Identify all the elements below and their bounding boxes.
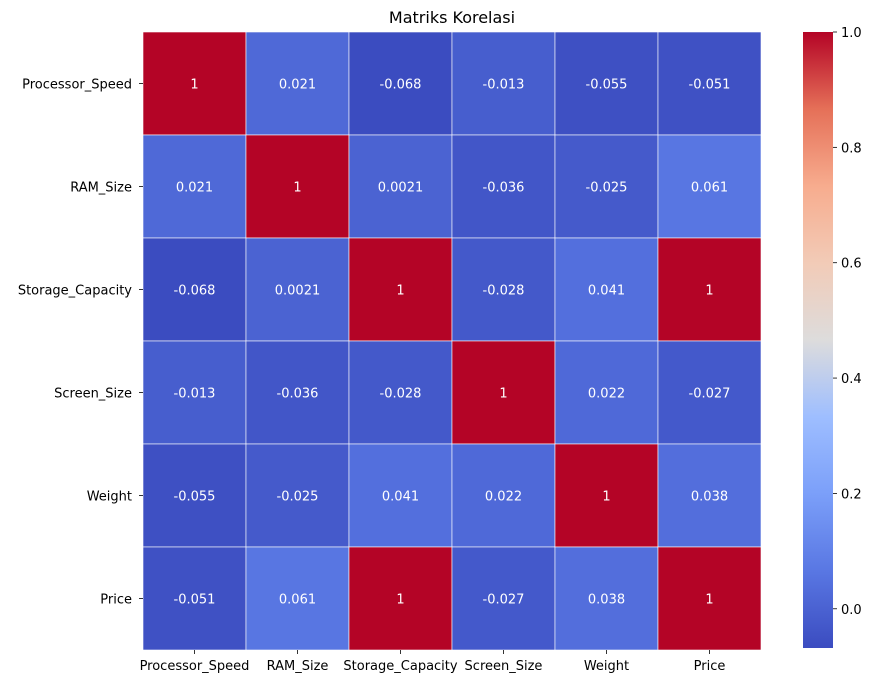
heatmap-annotations: 1 0.021 -0.068 -0.013 -0.055 -0.051 0.021 1 0.00… <box>174 78 731 608</box>
cell-annotation-2-2: 1 <box>396 284 404 299</box>
heatmap-cell-5-5 <box>657 546 762 651</box>
heatmap-cell-3-5 <box>657 340 762 445</box>
y-tick-label: Weight <box>87 490 132 505</box>
cell-annotation-1-4: -0.025 <box>586 181 628 196</box>
y-tick-label: Price <box>100 593 132 608</box>
cell-annotation-4-0: -0.055 <box>174 490 216 505</box>
heatmap-cell-3-2 <box>348 340 453 445</box>
heatmap-cell-2-3 <box>451 237 556 342</box>
heatmap-cell-2-5 <box>657 237 762 342</box>
cell-annotation-2-0: -0.068 <box>174 284 216 299</box>
colorbar-tick-label: 0.4 <box>841 372 862 387</box>
heatmap-cell-4-0 <box>142 443 247 548</box>
colorbar-tick-label: 1.0 <box>841 26 862 41</box>
cell-annotation-1-5: 0.061 <box>691 181 728 196</box>
heatmap-cell-0-3 <box>451 31 556 136</box>
heatmap-cell-5-0 <box>142 546 247 651</box>
colorbar-tick-label: 0.8 <box>841 141 862 156</box>
cell-annotation-0-0: 1 <box>190 78 198 93</box>
x-tick-label: Screen_Size <box>465 659 543 674</box>
y-tick-label: Processor_Speed <box>22 78 132 93</box>
heatmap-cell-4-1 <box>245 443 350 548</box>
cell-annotation-0-3: -0.013 <box>483 78 525 93</box>
x-axis-ticks: Processor_Speed RAM_Size Storage_Capacity S… <box>140 650 726 674</box>
cell-annotation-1-0: 0.021 <box>176 181 213 196</box>
heatmap-cell-3-0 <box>142 340 247 445</box>
cell-annotation-1-1: 1 <box>293 181 301 196</box>
heatmap-cell-0-4 <box>554 31 659 136</box>
heatmap-cells <box>142 31 762 651</box>
heatmap-cell-3-3 <box>451 340 556 445</box>
heatmap-cell-2-1 <box>245 237 350 342</box>
colorbar-ticks: 0.0 0.2 0.4 0.6 0.8 1.0 <box>833 26 862 618</box>
cell-annotation-3-4: 0.022 <box>588 387 625 402</box>
x-tick-label: Storage_Capacity <box>343 659 457 674</box>
cell-annotation-4-5: 0.038 <box>691 490 728 505</box>
heatmap-cell-2-4 <box>554 237 659 342</box>
cell-annotation-5-1: 0.061 <box>279 593 316 608</box>
cell-annotation-4-3: 0.022 <box>485 490 522 505</box>
cell-annotation-2-3: -0.028 <box>483 284 525 299</box>
y-axis-ticks: Processor_Speed RAM_Size Storage_Capacity S… <box>18 78 143 608</box>
heatmap-cell-0-5 <box>657 31 762 136</box>
cell-annotation-5-5: 1 <box>705 593 713 608</box>
heatmap-cell-1-0 <box>142 134 247 239</box>
cell-annotation-0-1: 0.021 <box>279 78 316 93</box>
heatmap-cell-5-3 <box>451 546 556 651</box>
cell-annotation-4-4: 1 <box>602 490 610 505</box>
cell-annotation-5-0: -0.051 <box>174 593 216 608</box>
heatmap-cell-5-4 <box>554 546 659 651</box>
cell-annotation-5-2: 1 <box>396 593 404 608</box>
heatmap-cell-1-5 <box>657 134 762 239</box>
heatmap-cell-4-4 <box>554 443 659 548</box>
colorbar-tick-label: 0.0 <box>841 603 862 618</box>
cell-annotation-0-2: -0.068 <box>380 78 422 93</box>
heatmap-cell-2-0 <box>142 237 247 342</box>
y-tick-label: RAM_Size <box>70 181 132 196</box>
x-tick-label: Processor_Speed <box>140 659 250 674</box>
heatmap-cell-2-2 <box>348 237 453 342</box>
x-tick-label: RAM_Size <box>267 659 329 674</box>
heatmap-cell-0-1 <box>245 31 350 136</box>
heatmap-cell-4-2 <box>348 443 453 548</box>
heatmap-cell-0-2 <box>348 31 453 136</box>
cell-annotation-4-1: -0.025 <box>277 490 319 505</box>
x-tick-label: Weight <box>584 659 629 674</box>
heatmap-cell-3-4 <box>554 340 659 445</box>
cell-annotation-1-2: 0.0021 <box>378 181 424 196</box>
cell-annotation-2-4: 0.041 <box>588 284 625 299</box>
heatmap-cell-0-0 <box>142 31 247 136</box>
colorbar-tick-label: 0.2 <box>841 487 862 502</box>
cell-annotation-4-2: 0.041 <box>382 490 419 505</box>
cell-annotation-3-1: -0.036 <box>277 387 319 402</box>
cell-annotation-3-2: -0.028 <box>380 387 422 402</box>
heatmap-cell-4-3 <box>451 443 556 548</box>
cell-annotation-5-3: -0.027 <box>483 593 525 608</box>
cell-annotation-5-4: 0.038 <box>588 593 625 608</box>
heatmap-cell-3-1 <box>245 340 350 445</box>
heatmap-cell-1-1 <box>245 134 350 239</box>
cell-annotation-3-5: -0.027 <box>689 387 731 402</box>
cell-annotation-1-3: -0.036 <box>483 181 525 196</box>
colorbar: 0.0 0.2 0.4 0.6 0.8 1.0 <box>803 26 862 648</box>
cell-annotation-0-5: -0.051 <box>689 78 731 93</box>
y-tick-label: Screen_Size <box>54 387 132 402</box>
x-tick-label: Price <box>694 659 726 674</box>
colorbar-gradient <box>803 32 833 648</box>
colorbar-tick-label: 0.6 <box>841 257 862 272</box>
y-tick-label: Storage_Capacity <box>18 284 132 299</box>
cell-annotation-2-1: 0.0021 <box>275 284 321 299</box>
cell-annotation-2-5: 1 <box>705 284 713 299</box>
cell-annotation-0-4: -0.055 <box>586 78 628 93</box>
heatmap-cell-1-3 <box>451 134 556 239</box>
cell-annotation-3-3: 1 <box>499 387 507 402</box>
heatmap-cell-4-5 <box>657 443 762 548</box>
cell-annotation-3-0: -0.013 <box>174 387 216 402</box>
chart-title: Matriks Korelasi <box>389 8 515 27</box>
